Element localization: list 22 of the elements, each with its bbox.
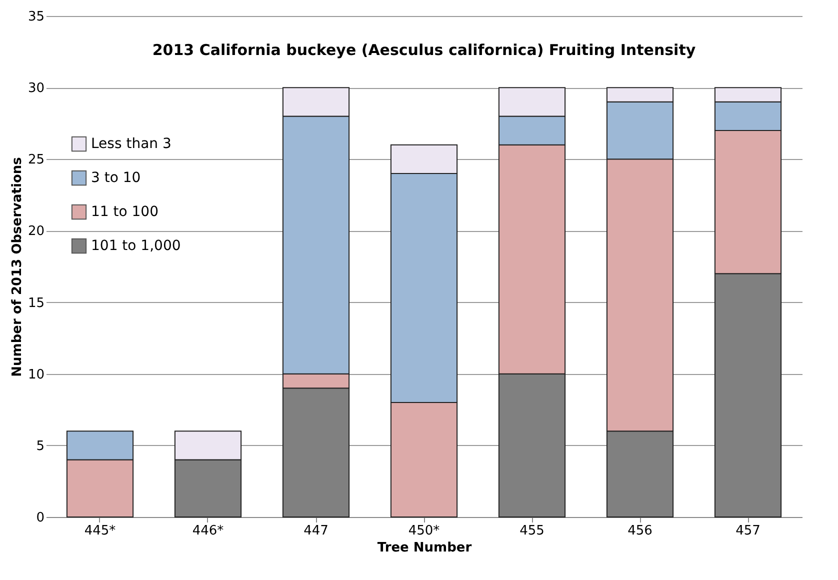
- y-tick-label: 0: [36, 510, 44, 526]
- x-tick-label: 455: [520, 524, 544, 538]
- y-axis-title: Number of 2013 Observations: [10, 156, 25, 377]
- x-tick-label: 446*: [192, 524, 224, 538]
- x-tick-label: 445*: [84, 524, 116, 538]
- text: 2013 California buckeye (Aesculus californica) Fruiting Intensity: [152, 41, 696, 59]
- y-tick-label: 5: [36, 438, 44, 454]
- y-tick-label: 30: [28, 81, 44, 96]
- x-tick-label: 447: [304, 524, 328, 538]
- y-tick-label: 15: [28, 296, 44, 311]
- legend-label: 101 to 1,000: [91, 238, 181, 254]
- legend-label: Less than 3: [91, 136, 172, 152]
- y-tick-label: 10: [28, 367, 44, 382]
- legend-label: 3 to 10: [91, 170, 141, 186]
- legend-label: 11 to 100: [91, 204, 158, 220]
- x-tick-label: 450*: [408, 524, 440, 538]
- x-axis-title: Tree Number: [377, 540, 472, 556]
- y-tick-label: 20: [28, 224, 44, 240]
- x-tick-label: 457: [736, 524, 760, 538]
- x-tick-label: 456: [628, 524, 652, 538]
- y-tick-label: 35: [28, 10, 44, 24]
- y-tick-label: 25: [28, 152, 44, 168]
